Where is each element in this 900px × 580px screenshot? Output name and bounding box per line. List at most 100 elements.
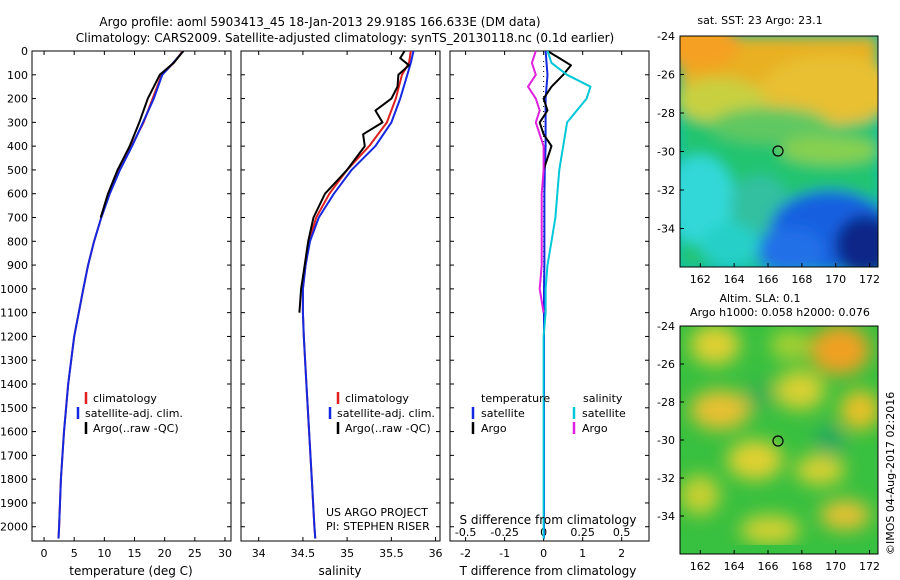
map-x-tick-label: 168 bbox=[791, 273, 812, 286]
x-tick-label: 25 bbox=[188, 547, 202, 560]
series-temperature-argo bbox=[538, 50, 572, 171]
map-x-tick-label: 172 bbox=[859, 273, 880, 286]
legend-temp-satellite: satellite bbox=[481, 407, 525, 420]
y-tick-label: 800 bbox=[7, 235, 28, 248]
y-tick-label: 100 bbox=[7, 69, 28, 82]
difference-xlabel: T difference from climatology bbox=[459, 564, 637, 578]
map-y-tick-label: -34 bbox=[657, 223, 675, 236]
map-x-tick-label: 172 bbox=[859, 560, 880, 573]
difference-x2label: S difference from climatology bbox=[460, 513, 637, 527]
map-y-tick-label: -28 bbox=[657, 396, 675, 409]
x-tick-label: 1 bbox=[579, 547, 586, 560]
y-tick-label: 1100 bbox=[0, 307, 28, 320]
y-tick-label: 0 bbox=[21, 45, 28, 58]
y-tick-label: 700 bbox=[7, 212, 28, 225]
x-tick-label: 15 bbox=[128, 547, 142, 560]
map-y-tick-label: -30 bbox=[657, 434, 675, 447]
y-tick-label: 900 bbox=[7, 259, 28, 272]
sst-map-field bbox=[680, 36, 878, 267]
x2-tick-label: -0.25 bbox=[490, 526, 518, 539]
series-climatology bbox=[57, 50, 184, 539]
map-x-tick-label: 168 bbox=[791, 560, 812, 573]
x-tick-label: 2 bbox=[618, 547, 625, 560]
x-tick-label: -1 bbox=[499, 547, 510, 560]
credit-pi: PI: STEPHEN RISER bbox=[326, 520, 430, 533]
legend-climatology: climatology bbox=[93, 392, 157, 405]
figure-subtitle: Climatology: CARS2009. Satellite-adjuste… bbox=[76, 31, 614, 45]
map-x-tick-label: 170 bbox=[825, 560, 846, 573]
y-tick-label: 2000 bbox=[0, 521, 28, 534]
x-tick-label: 35.5 bbox=[379, 547, 404, 560]
map-y-tick-label: -30 bbox=[657, 146, 675, 159]
x-tick-label: 0 bbox=[540, 547, 547, 560]
figure-title: Argo profile: aoml 5903413_45 18-Jan-201… bbox=[99, 15, 540, 29]
map-y-tick-label: -32 bbox=[657, 472, 675, 485]
sla-map-field bbox=[680, 326, 878, 554]
y-tick-label: 1500 bbox=[0, 402, 28, 415]
legend-sal-argo: Argo bbox=[582, 422, 608, 435]
series-layer bbox=[57, 50, 592, 539]
sla-argo-marker bbox=[772, 435, 784, 447]
y-tick-label: 600 bbox=[7, 188, 28, 201]
y-tick-label: 1700 bbox=[0, 449, 28, 462]
difference-legend: temperature salinity satellite Argo sate… bbox=[471, 392, 626, 435]
y-tick-label: 1900 bbox=[0, 497, 28, 510]
series-argo-raw-qc- bbox=[298, 50, 410, 313]
credit-project: US ARGO PROJECT bbox=[326, 506, 428, 519]
y-tick-label: 1200 bbox=[0, 330, 28, 343]
y-tick-label: 300 bbox=[7, 116, 28, 129]
sst-map-title: sat. SST: 23 Argo: 23.1 bbox=[697, 14, 822, 27]
y-tick-label: 1400 bbox=[0, 378, 28, 391]
series-argo-raw-qc- bbox=[99, 50, 185, 218]
map-x-tick-label: 162 bbox=[690, 273, 711, 286]
map-y-tick-label: -34 bbox=[657, 510, 675, 523]
x-tick-label: 0 bbox=[41, 547, 48, 560]
x-tick-label: 34 bbox=[252, 547, 266, 560]
legend-temp-argo: Argo bbox=[481, 422, 507, 435]
y-tick-label: 1800 bbox=[0, 473, 28, 486]
x-tick-label: 36 bbox=[429, 547, 443, 560]
map-x-tick-label: 162 bbox=[690, 560, 711, 573]
legend-argo: Argo(..raw -QC) bbox=[345, 422, 431, 435]
x-tick-label: 10 bbox=[97, 547, 111, 560]
difference-panel bbox=[449, 50, 650, 542]
temperature-panel bbox=[31, 50, 232, 542]
series-salinity-satellite bbox=[542, 50, 592, 539]
x2-tick-label: -0.5 bbox=[455, 526, 476, 539]
sst-argo-marker bbox=[772, 145, 784, 157]
map-y-tick-label: -26 bbox=[657, 69, 675, 82]
y-tick-label: 400 bbox=[7, 140, 28, 153]
map-x-tick-label: 164 bbox=[724, 560, 745, 573]
map-axes-layer: 162 164 166 168 170 172 -24 -26 -28 -30 -32 -34 162 1… bbox=[657, 30, 880, 573]
sla-map-title: Altim. SLA: 0.1 bbox=[719, 292, 800, 305]
y-tick-label: 1600 bbox=[0, 426, 28, 439]
y-tick-label: 200 bbox=[7, 93, 28, 106]
map-x-tick-label: 166 bbox=[758, 273, 779, 286]
map-y-tick-label: -24 bbox=[657, 320, 675, 333]
y-tick-label: 500 bbox=[7, 164, 28, 177]
legend-satellite: satellite-adj. clim. bbox=[85, 407, 183, 420]
x2-tick-label: 0.5 bbox=[613, 526, 631, 539]
map-y-tick-label: -24 bbox=[657, 30, 675, 43]
salinity-xlabel: salinity bbox=[318, 564, 361, 578]
sla-map-subtitle: Argo h1000: 0.058 h2000: 0.076 bbox=[690, 306, 870, 319]
series-satellite-adj-clim- bbox=[301, 50, 415, 539]
temperature-xlabel: temperature (deg C) bbox=[69, 564, 192, 578]
salinity-panel bbox=[240, 50, 441, 542]
map-x-tick-label: 170 bbox=[825, 273, 846, 286]
legend-sal-satellite: satellite bbox=[582, 407, 626, 420]
legend-salinity-title: salinity bbox=[583, 392, 623, 405]
x-tick-label: -2 bbox=[460, 547, 471, 560]
legend-temperature-title: temperature bbox=[481, 392, 550, 405]
map-y-tick-label: -28 bbox=[657, 107, 675, 120]
legend-satellite: satellite-adj. clim. bbox=[337, 407, 435, 420]
legend-climatology: climatology bbox=[345, 392, 409, 405]
map-y-tick-label: -26 bbox=[657, 358, 675, 371]
x-tick-label: 35 bbox=[340, 547, 354, 560]
y-tick-label: 1300 bbox=[0, 354, 28, 367]
y-tick-label: 1000 bbox=[0, 283, 28, 296]
side-credit: ©IMOS 04-Aug-2017 02:2016 bbox=[884, 392, 897, 555]
series-satellite-adj-clim- bbox=[57, 50, 185, 539]
map-x-tick-label: 164 bbox=[724, 273, 745, 286]
series-climatology bbox=[301, 50, 412, 539]
